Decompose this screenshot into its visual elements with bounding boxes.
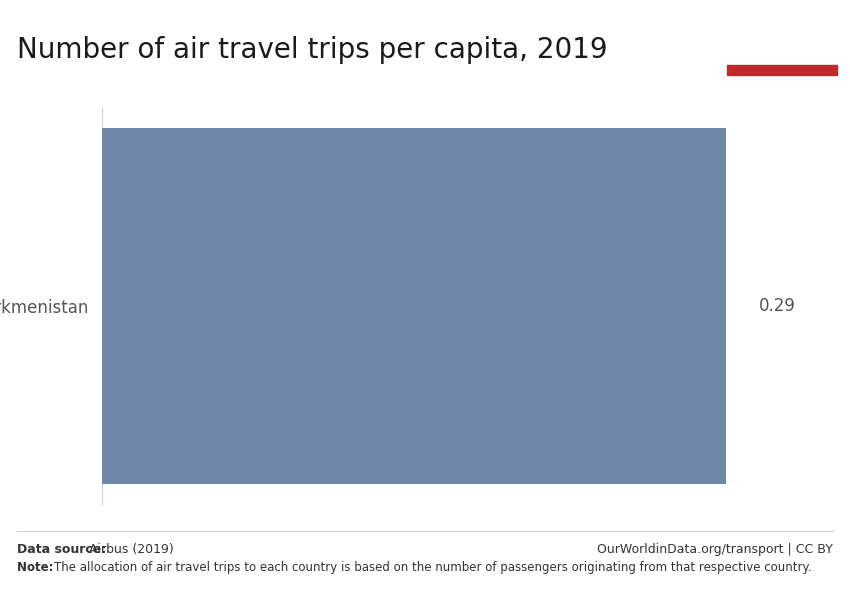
Text: Note:: Note:	[17, 561, 58, 574]
Text: 0.29: 0.29	[759, 297, 796, 315]
Text: Data source:: Data source:	[17, 543, 110, 556]
Bar	[727, 65, 837, 75]
Text: OurWorldinData.org/transport | CC BY: OurWorldinData.org/transport | CC BY	[597, 543, 833, 556]
Text: Airbus (2019): Airbus (2019)	[89, 543, 174, 556]
Text: Number of air travel trips per capita, 2019: Number of air travel trips per capita, 2…	[17, 36, 608, 64]
Text: Our World
in Data: Our World in Data	[749, 28, 815, 58]
Text: The allocation of air travel trips to each country is based on the number of pas: The allocation of air travel trips to ea…	[54, 561, 811, 574]
